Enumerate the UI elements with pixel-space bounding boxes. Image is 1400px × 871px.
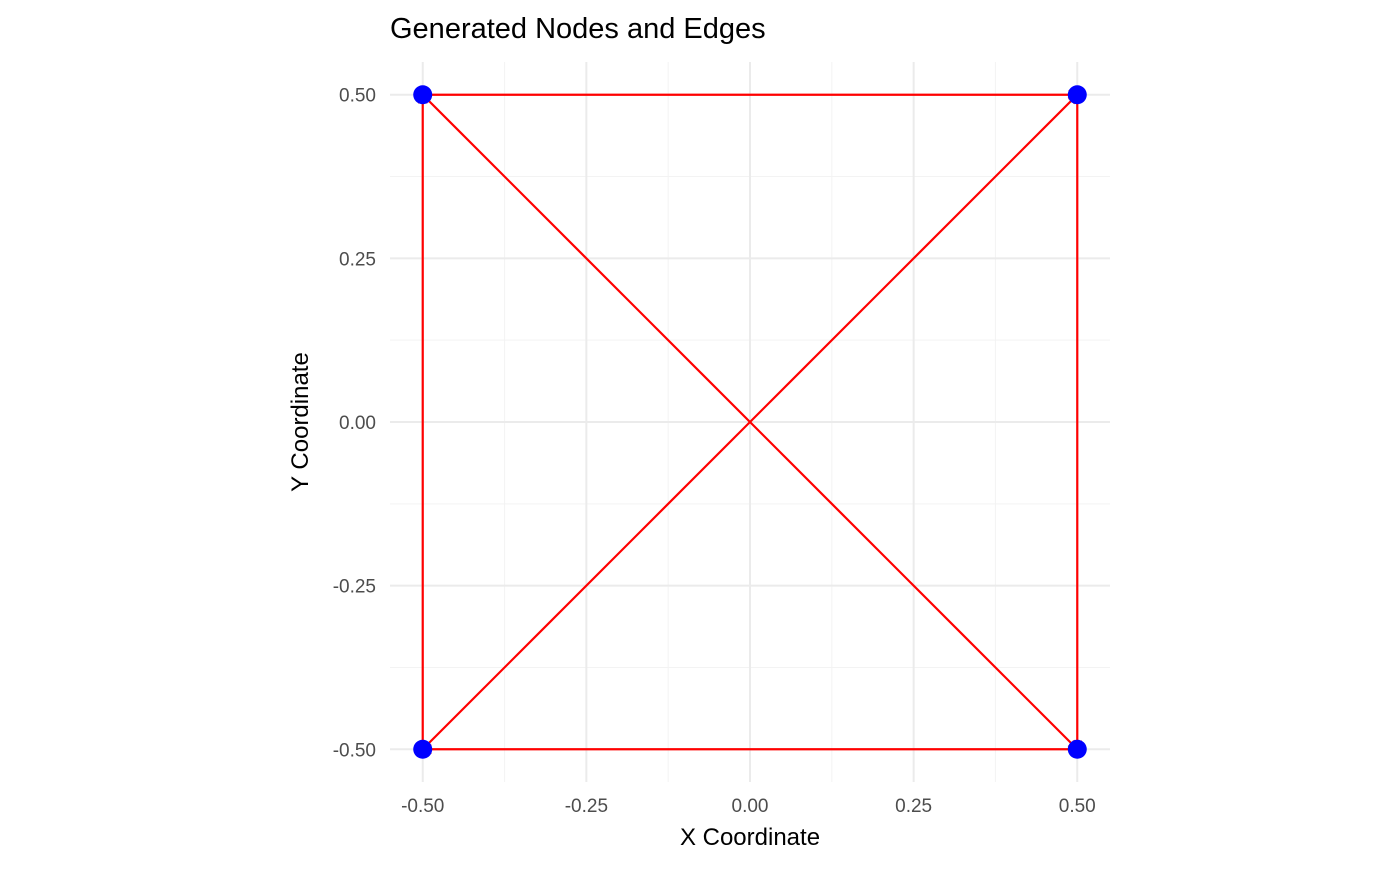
y-tick-label: -0.50 xyxy=(333,740,376,761)
edge-line xyxy=(421,93,1078,750)
node-layer xyxy=(413,85,1087,759)
chart-title: Generated Nodes and Edges xyxy=(390,13,766,45)
node-point xyxy=(413,739,433,759)
tick-layer: -0.50 -0.25 0.00 0.25 0.50 -0.50 -0.25 0.00 0.25… xyxy=(333,86,1096,817)
x-tick-label: 0.00 xyxy=(732,796,769,817)
y-tick-label: 0.50 xyxy=(339,86,376,107)
y-tick-label: 0.00 xyxy=(339,413,376,434)
y-tick-label: 0.25 xyxy=(339,249,376,270)
x-tick-label: -0.25 xyxy=(565,796,608,817)
edge-layer xyxy=(423,95,1078,750)
x-tick-label: 0.50 xyxy=(1059,796,1096,817)
node-point xyxy=(1067,85,1087,105)
x-tick-label: 0.25 xyxy=(895,796,932,817)
node-point xyxy=(1067,739,1087,759)
x-tick-label: -0.50 xyxy=(401,796,444,817)
node-point xyxy=(413,85,433,105)
y-axis-title: Y Coordinate xyxy=(287,352,314,492)
x-axis-title: X Coordinate xyxy=(680,824,820,851)
y-tick-label: -0.25 xyxy=(333,577,376,598)
